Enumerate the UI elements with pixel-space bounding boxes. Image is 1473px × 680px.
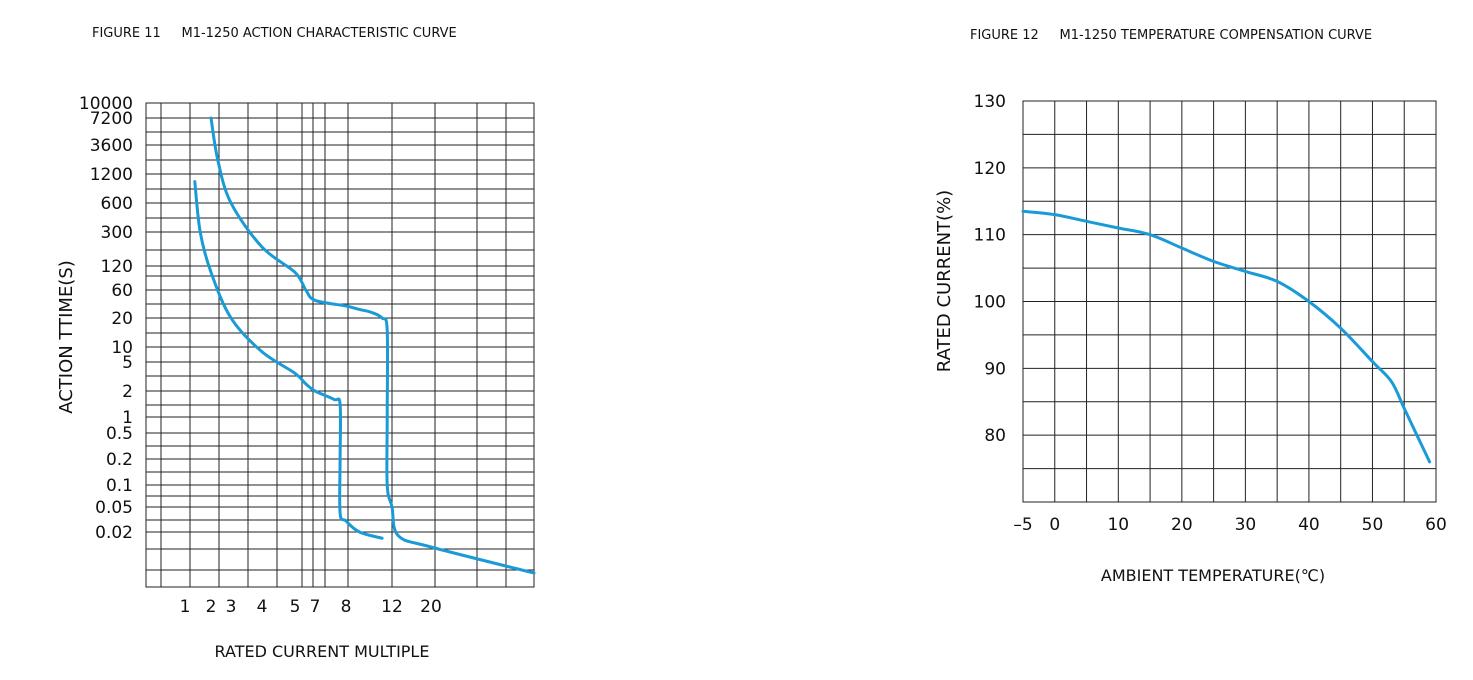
x-tick-label: 50 — [1362, 515, 1384, 535]
chart-title: FIGURE 12 M1-1250 TEMPERATURE COMPENSATI… — [970, 28, 1372, 43]
y-tick-label: 1 — [122, 408, 133, 428]
x-tick-label: 20 — [1171, 515, 1193, 535]
y-tick-label: 90 — [984, 359, 1006, 379]
x-tick-label: 30 — [1235, 515, 1257, 535]
x-tick-label: –5 — [1013, 515, 1032, 535]
y-tick-label: 0.1 — [106, 476, 133, 496]
y-tick-label: 300 — [101, 223, 133, 243]
y-tick-label: 0.5 — [106, 424, 133, 444]
y-tick-label: 0.2 — [106, 450, 133, 470]
y-tick-label: 130 — [974, 92, 1006, 112]
y-tick-label: 0.05 — [95, 498, 133, 518]
x-tick-label: 10 — [1107, 515, 1129, 535]
x-axis-label: AMBIENT TEMPERATURE(℃) — [1101, 566, 1325, 585]
y-tick-label: 10000 — [79, 94, 133, 114]
x-tick-labels: 1 2 3 4 5 7 8 12 20 — [180, 597, 442, 617]
series-group — [1021, 209, 1432, 464]
x-tick-label: 20 — [420, 597, 442, 617]
y-tick-label: 2 — [122, 382, 133, 402]
x-tick-label: 4 — [257, 597, 268, 617]
x-tick-label: 40 — [1298, 515, 1320, 535]
y-tick-label: 7200 — [90, 109, 133, 129]
x-tick-label: 0 — [1049, 515, 1060, 535]
x-tick-label: 3 — [226, 597, 237, 617]
y-axis-label: ACTION TTIME(S) — [56, 260, 77, 414]
y-tick-label: 0.02 — [95, 523, 133, 543]
y-tick-label: 120 — [974, 159, 1006, 179]
chart-action-characteristic: FIGURE 11 M1-1250 ACTION CHARACTERISTIC … — [56, 26, 536, 661]
x-tick-label: 8 — [341, 597, 352, 617]
x-tick-label: 2 — [206, 597, 217, 617]
series-group — [193, 116, 536, 575]
x-tick-labels: –5 0 10 20 30 40 50 60 — [1013, 515, 1446, 535]
series-line-lower — [193, 180, 384, 540]
y-axis-label: RATED CURRENT(%) — [934, 190, 955, 372]
y-tick-label: 3600 — [90, 136, 133, 156]
y-tick-label: 100 — [974, 293, 1006, 313]
y-tick-label: 600 — [101, 194, 133, 214]
y-tick-label: 60 — [111, 281, 133, 301]
chart-temperature-compensation: FIGURE 12 M1-1250 TEMPERATURE COMPENSATI… — [934, 28, 1447, 585]
y-tick-labels: 130 120 110 100 90 80 — [974, 92, 1006, 446]
y-tick-label: 110 — [974, 226, 1006, 246]
grid — [1022, 100, 1437, 503]
y-tick-label: 5 — [122, 353, 133, 373]
x-tick-label: 5 — [290, 597, 301, 617]
x-tick-label: 7 — [310, 597, 321, 617]
x-tick-label: 60 — [1425, 515, 1447, 535]
chart-title: FIGURE 11 M1-1250 ACTION CHARACTERISTIC … — [92, 26, 457, 41]
x-axis-label: RATED CURRENT MULTIPLE — [215, 642, 430, 661]
x-tick-label: 12 — [381, 597, 403, 617]
series-line — [1021, 209, 1432, 464]
y-tick-label: 1200 — [90, 165, 133, 185]
series-line-upper — [209, 116, 536, 575]
x-tick-label: 1 — [180, 597, 191, 617]
y-tick-label: 10 — [111, 338, 133, 358]
y-tick-label: 120 — [101, 257, 133, 277]
y-tick-label: 20 — [111, 309, 133, 329]
y-tick-label: 80 — [984, 426, 1006, 446]
